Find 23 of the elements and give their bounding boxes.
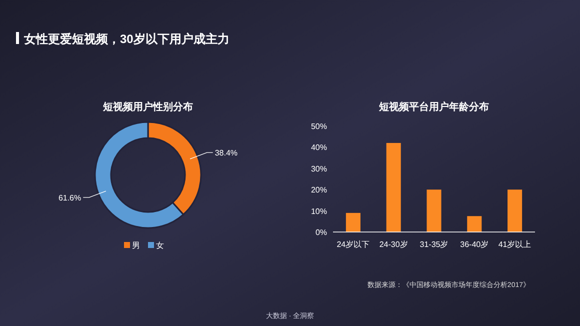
x-tick-label: 31-35岁 xyxy=(420,240,448,249)
y-tick-label: 20% xyxy=(310,186,327,195)
y-tick-label: 0% xyxy=(315,228,327,237)
bar xyxy=(508,190,522,232)
bar xyxy=(467,216,482,232)
data-label: 38.4% xyxy=(214,148,238,158)
chart-title: 短视频用户性别分布 xyxy=(102,101,193,113)
x-tick-label: 36-40岁 xyxy=(460,240,489,249)
x-tick-label: 41岁以上 xyxy=(498,240,532,249)
bar xyxy=(386,142,401,232)
bar xyxy=(346,212,360,232)
y-tick-label: 30% xyxy=(310,164,327,174)
x-tick-label: 24岁以下 xyxy=(336,240,370,249)
legend-label: 女 xyxy=(156,241,164,250)
y-tick-label: 40% xyxy=(310,143,327,152)
chart-title: 短视频平台用户年龄分布 xyxy=(378,101,489,113)
y-tick-label: 50% xyxy=(310,122,327,131)
y-tick-label: 10% xyxy=(310,206,327,216)
text: 女性更爱短视频，30岁以下用户成主力 xyxy=(23,32,230,46)
data-label: 61.6% xyxy=(58,193,82,202)
bar xyxy=(426,190,442,232)
x-tick-label: 24-30岁 xyxy=(379,240,408,249)
legend-label: 男 xyxy=(132,241,140,250)
